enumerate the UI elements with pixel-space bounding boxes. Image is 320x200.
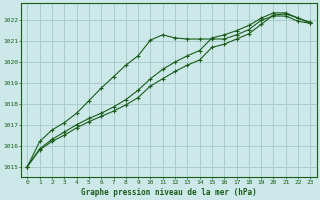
X-axis label: Graphe pression niveau de la mer (hPa): Graphe pression niveau de la mer (hPa) xyxy=(81,188,257,197)
